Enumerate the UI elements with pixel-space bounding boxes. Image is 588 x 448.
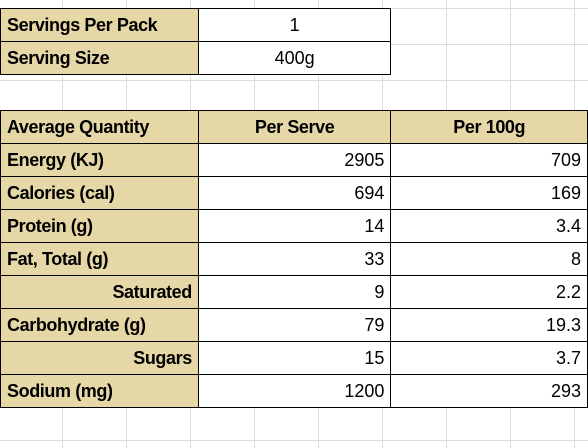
servings-per-pack-value[interactable]: 1 [197,8,392,42]
table-row: Energy (KJ) 2905 709 [0,143,588,177]
per-100g-cell[interactable]: 8 [390,242,588,276]
spacer-row [1,75,588,111]
row-label-energy[interactable]: Energy (KJ) [0,143,199,177]
per-100g-cell[interactable]: 19.3 [390,308,588,342]
row-label-carbohydrate[interactable]: Carbohydrate (g) [0,308,199,342]
table-row: Carbohydrate (g) 79 19.3 [0,308,588,342]
table-row: Calories (cal) 694 169 [0,176,588,210]
row-label-protein[interactable]: Protein (g) [0,209,199,243]
row-label-sodium[interactable]: Sodium (mg) [0,374,199,408]
per-serve-cell[interactable]: 15 [197,341,392,375]
per-serve-cell[interactable]: 2905 [197,143,392,177]
servings-per-pack-row: Servings Per Pack 1 [0,8,588,42]
servings-per-pack-label[interactable]: Servings Per Pack [0,8,199,42]
serving-size-value[interactable]: 400g [197,41,392,75]
table-row: Sugars 15 3.7 [0,341,588,375]
header-row: Average Quantity Per Serve Per 100g [0,110,588,144]
per-serve-cell[interactable]: 694 [197,176,392,210]
header-per-100g[interactable]: Per 100g [390,110,588,144]
row-label-saturated[interactable]: Saturated [0,275,199,309]
per-100g-cell[interactable]: 2.2 [390,275,588,309]
row-label-sugars[interactable]: Sugars [0,341,199,375]
per-100g-cell[interactable]: 293 [390,374,588,408]
empty-cell [198,75,391,111]
row-label-fat-total[interactable]: Fat, Total (g) [0,242,199,276]
empty-cell [1,75,199,111]
empty-cell [391,42,588,75]
per-serve-cell[interactable]: 33 [197,242,392,276]
empty-cell [391,75,588,111]
table-row: Sodium (mg) 1200 293 [0,374,588,408]
nutrition-table: Servings Per Pack 1 Serving Size 400g Av… [0,8,588,408]
empty-cell [391,9,588,42]
serving-size-label[interactable]: Serving Size [0,41,199,75]
table-row: Protein (g) 14 3.4 [0,209,588,243]
row-label-calories[interactable]: Calories (cal) [0,176,199,210]
per-serve-cell[interactable]: 79 [197,308,392,342]
header-per-serve[interactable]: Per Serve [197,110,392,144]
per-100g-cell[interactable]: 169 [390,176,588,210]
per-serve-cell[interactable]: 9 [197,275,392,309]
per-100g-cell[interactable]: 3.4 [390,209,588,243]
per-100g-cell[interactable]: 3.7 [390,341,588,375]
table-row: Fat, Total (g) 33 8 [0,242,588,276]
serving-size-row: Serving Size 400g [0,41,588,75]
per-serve-cell[interactable]: 14 [197,209,392,243]
per-serve-cell[interactable]: 1200 [197,374,392,408]
per-100g-cell[interactable]: 709 [390,143,588,177]
header-average-quantity[interactable]: Average Quantity [0,110,199,144]
table-row: Saturated 9 2.2 [0,275,588,309]
